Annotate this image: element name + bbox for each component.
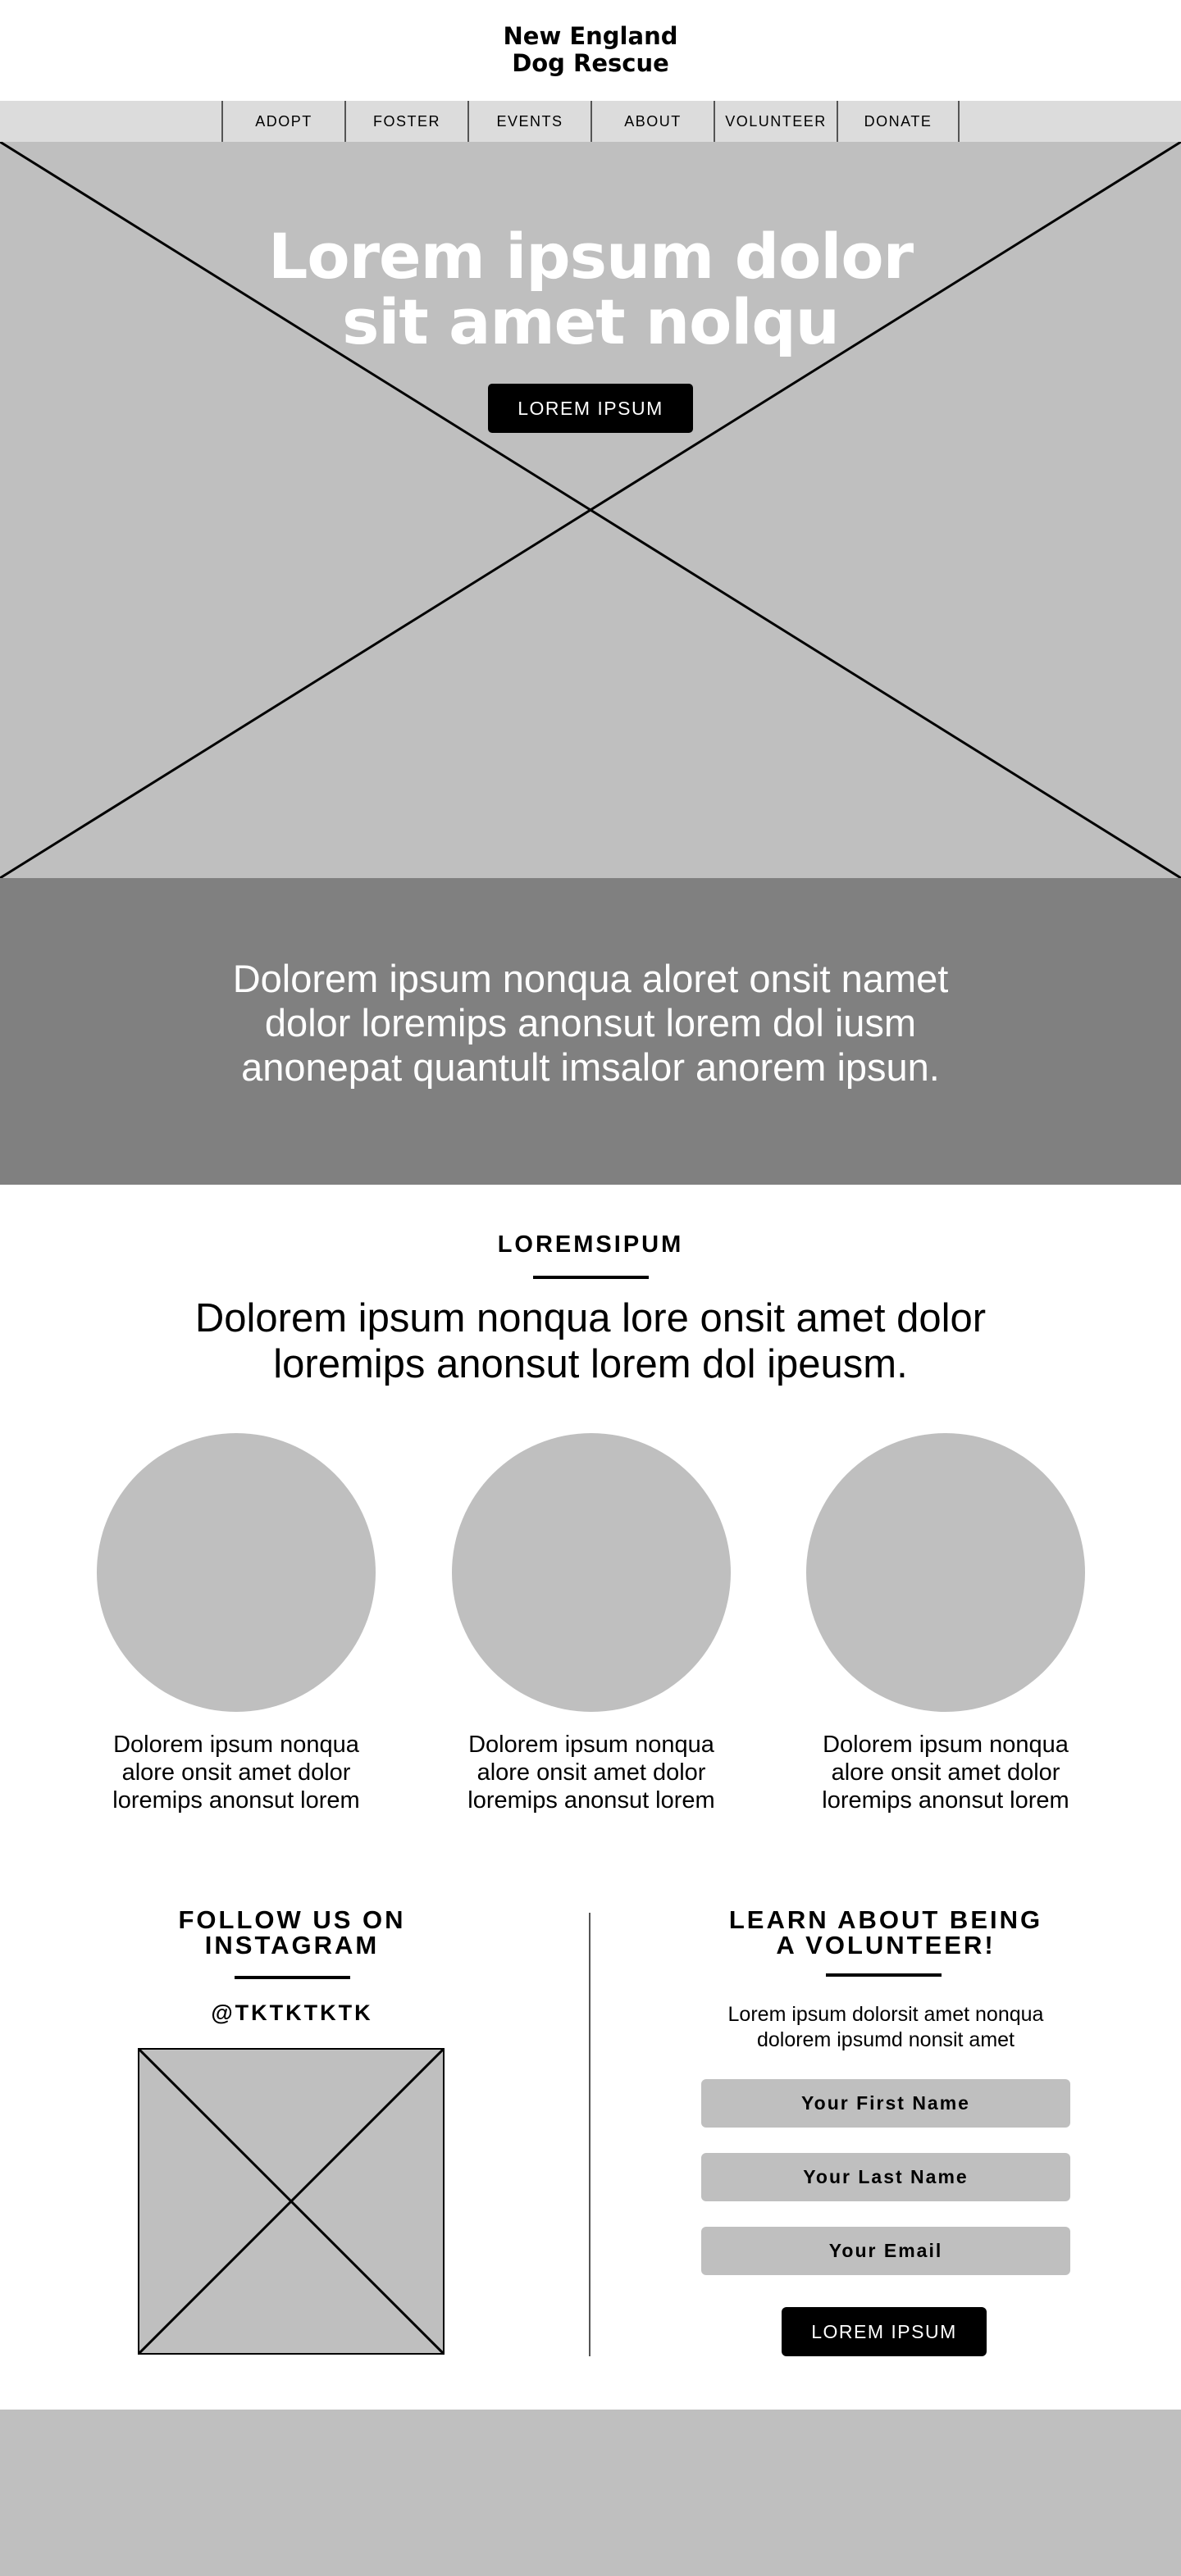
instagram-title-line-2: INSTAGRAM	[204, 1931, 380, 1959]
volunteer-title-line-1: LEARN ABOUT BEING	[728, 1905, 1043, 1934]
logo-line-1: New England	[503, 22, 678, 50]
hero-section: Lorem ipsum dolor sit amet nolqu LOREM I…	[0, 142, 1181, 878]
instagram-handle-link[interactable]: @TKTKTKTK	[211, 2000, 373, 2025]
volunteer-description-line-2: dolorem ipsumd nonsit amet	[756, 2028, 1015, 2051]
volunteer-description: Lorem ipsum dolorsit amet nonqua dolorem…	[681, 2002, 1091, 2053]
nav-item-about[interactable]: ABOUT	[590, 101, 714, 142]
feature-caption-1: Dolorem ipsum nonqua alore onsit amet do…	[89, 1731, 384, 1814]
feature-caption-line: alore onsit amet dolor	[121, 1759, 351, 1786]
feature-caption-line: alore onsit amet dolor	[477, 1759, 706, 1786]
site-logo[interactable]: New England Dog Rescue	[0, 23, 1181, 77]
section-divider	[589, 1913, 590, 2356]
feature-image-1	[97, 1433, 376, 1712]
features-eyebrow: LOREMSIPUM	[497, 1231, 684, 1258]
feature-caption-line: loremips anonsut lorem	[467, 1787, 715, 1814]
features-eyebrow-rule	[533, 1276, 649, 1279]
feature-caption-line: Dolorem ipsum nonqua	[468, 1732, 714, 1758]
image-placeholder-cross-icon	[138, 2048, 445, 2355]
first-name-field[interactable]	[701, 2079, 1070, 2128]
banner-line-2: dolor loremips anonsut lorem dol iusm	[264, 1001, 917, 1045]
email-field[interactable]	[701, 2227, 1070, 2275]
volunteer-description-line-1: Lorem ipsum dolorsit amet nonqua	[727, 2003, 1044, 2026]
instagram-image-placeholder[interactable]	[138, 2048, 445, 2355]
volunteer-submit-button[interactable]: LOREM IPSUM	[782, 2307, 987, 2356]
banner-line-3: anonepat quantult imsalor anorem ipsun.	[241, 1045, 940, 1089]
features-heading-line-1: Dolorem ipsum nonqua lore onsit amet dol…	[194, 1296, 987, 1340]
hero-title-line-1: Lorem ipsum dolor	[267, 220, 914, 293]
volunteer-title: LEARN ABOUT BEING A VOLUNTEER!	[705, 1907, 1066, 1958]
nav-item-donate[interactable]: DONATE	[837, 101, 960, 142]
last-name-field[interactable]	[701, 2153, 1070, 2201]
feature-caption-line: Dolorem ipsum nonqua	[823, 1732, 1069, 1758]
nav-item-events[interactable]: EVENTS	[467, 101, 590, 142]
instagram-title: FOLLOW US ON INSTAGRAM	[128, 1907, 456, 1958]
instagram-title-line-1: FOLLOW US ON	[178, 1905, 406, 1934]
instagram-title-rule	[235, 1976, 350, 1979]
hero-title-line-2: sit amet nolqu	[342, 285, 840, 358]
logo-line-2: Dog Rescue	[512, 49, 669, 77]
mission-banner: Dolorem ipsum nonqua aloret onsit namet …	[0, 878, 1181, 1185]
hero-title: Lorem ipsum dolor sit amet nolqu	[0, 224, 1181, 355]
hero-cta-button[interactable]: LOREM IPSUM	[488, 384, 693, 433]
site-footer	[0, 2410, 1181, 2576]
nav-item-foster[interactable]: FOSTER	[344, 101, 467, 142]
feature-caption-line: loremips anonsut lorem	[822, 1787, 1069, 1814]
nav-item-adopt[interactable]: ADOPT	[221, 101, 344, 142]
feature-image-2	[452, 1433, 731, 1712]
feature-caption-2: Dolorem ipsum nonqua alore onsit amet do…	[444, 1731, 739, 1814]
feature-caption-line: Dolorem ipsum nonqua	[113, 1732, 359, 1758]
features-heading: Dolorem ipsum nonqua lore onsit amet dol…	[0, 1295, 1181, 1387]
nav-item-volunteer[interactable]: VOLUNTEER	[714, 101, 837, 142]
banner-text: Dolorem ipsum nonqua aloret onsit namet …	[0, 957, 1181, 1090]
hero-image-placeholder	[0, 142, 1181, 878]
main-nav: ADOPT FOSTER EVENTS ABOUT VOLUNTEER DONA…	[0, 101, 1181, 142]
banner-line-1: Dolorem ipsum nonqua aloret onsit namet	[232, 957, 949, 1000]
feature-caption-3: Dolorem ipsum nonqua alore onsit amet do…	[798, 1731, 1093, 1814]
feature-image-3	[806, 1433, 1085, 1712]
site-header: New England Dog Rescue	[0, 0, 1181, 101]
feature-caption-line: alore onsit amet dolor	[831, 1759, 1060, 1786]
volunteer-title-line-2: A VOLUNTEER!	[776, 1931, 996, 1959]
features-heading-line-2: loremips anonsut lorem dol ipeusm.	[273, 1342, 908, 1386]
feature-caption-line: loremips anonsut lorem	[112, 1787, 360, 1814]
volunteer-title-rule	[826, 1973, 942, 1977]
